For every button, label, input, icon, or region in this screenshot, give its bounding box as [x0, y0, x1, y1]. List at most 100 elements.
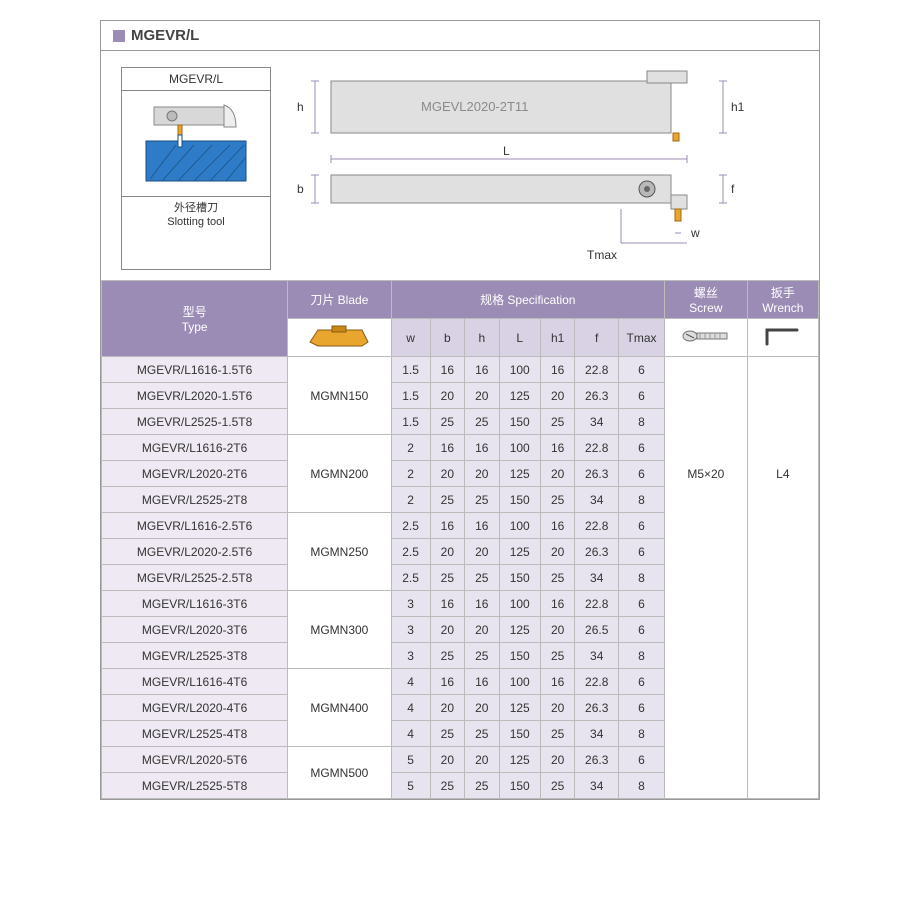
wrench-value: L4: [747, 357, 818, 799]
col-w: w: [391, 319, 430, 357]
spec-cell-h: 16: [465, 513, 499, 539]
svg-text:h1: h1: [731, 100, 745, 114]
spec-cell-L: 150: [499, 409, 540, 435]
spec-cell-Tmax: 6: [619, 669, 665, 695]
spec-cell-h: 25: [465, 409, 499, 435]
spec-cell-w: 5: [391, 747, 430, 773]
spec-sheet: MGEVR/L MGEVR/L: [100, 20, 820, 800]
spec-cell-Tmax: 6: [619, 461, 665, 487]
page-title: MGEVR/L: [131, 27, 199, 44]
spec-cell-f: 22.8: [575, 435, 619, 461]
table-row: MGEVR/L1616-1.5T6MGMN1501.516161001622.8…: [102, 357, 819, 383]
spec-cell-Tmax: 6: [619, 747, 665, 773]
spec-cell-Tmax: 6: [619, 591, 665, 617]
slotting-tool-diagram-box: MGEVR/L: [121, 67, 271, 270]
svg-text:b: b: [297, 182, 304, 196]
title-bullet-icon: [113, 30, 125, 42]
spec-cell-h: 20: [465, 461, 499, 487]
spec-cell-h1: 25: [540, 409, 574, 435]
blade-cell: MGMN150: [288, 357, 391, 435]
type-cell: MGEVR/L2020-2.5T6: [102, 539, 288, 565]
spec-cell-w: 2: [391, 435, 430, 461]
type-cell: MGEVR/L2525-3T8: [102, 643, 288, 669]
spec-cell-h: 25: [465, 773, 499, 799]
spec-cell-w: 4: [391, 695, 430, 721]
spec-cell-h1: 16: [540, 513, 574, 539]
svg-text:L: L: [503, 144, 510, 158]
spec-cell-h1: 16: [540, 357, 574, 383]
spec-cell-L: 100: [499, 669, 540, 695]
spec-cell-b: 16: [430, 591, 464, 617]
spec-cell-f: 22.8: [575, 669, 619, 695]
spec-cell-b: 25: [430, 721, 464, 747]
spec-cell-Tmax: 8: [619, 409, 665, 435]
svg-text:Tmax: Tmax: [587, 248, 617, 262]
spec-cell-b: 20: [430, 383, 464, 409]
spec-cell-Tmax: 6: [619, 617, 665, 643]
type-cell: MGEVR/L2020-3T6: [102, 617, 288, 643]
spec-cell-Tmax: 8: [619, 773, 665, 799]
spec-cell-w: 3: [391, 643, 430, 669]
spec-cell-w: 1.5: [391, 357, 430, 383]
spec-cell-h1: 20: [540, 383, 574, 409]
spec-cell-w: 3: [391, 591, 430, 617]
table-body: MGEVR/L1616-1.5T6MGMN1501.516161001622.8…: [102, 357, 819, 799]
spec-cell-f: 34: [575, 643, 619, 669]
spec-table: 型号 Type 刀片 Blade 规格 Specification 螺丝 Scr…: [101, 280, 819, 799]
spec-cell-b: 20: [430, 747, 464, 773]
spec-cell-h: 16: [465, 435, 499, 461]
type-cell: MGEVR/L1616-2T6: [102, 435, 288, 461]
spec-cell-h1: 25: [540, 565, 574, 591]
spec-cell-w: 2.5: [391, 565, 430, 591]
spec-cell-Tmax: 6: [619, 695, 665, 721]
spec-cell-w: 5: [391, 773, 430, 799]
col-screw: 螺丝 Screw: [664, 281, 747, 319]
type-cell: MGEVR/L2020-2T6: [102, 461, 288, 487]
spec-cell-f: 34: [575, 721, 619, 747]
spec-cell-w: 2.5: [391, 539, 430, 565]
svg-text:f: f: [731, 182, 735, 196]
spec-cell-L: 150: [499, 721, 540, 747]
technical-drawing: MGEVL2020-2T11 h h1 L: [291, 67, 799, 270]
spec-cell-w: 4: [391, 721, 430, 747]
col-spec: 规格 Specification: [391, 281, 664, 319]
type-cell: MGEVR/L2525-2.5T8: [102, 565, 288, 591]
spec-cell-L: 125: [499, 383, 540, 409]
spec-cell-b: 25: [430, 565, 464, 591]
col-L: L: [499, 319, 540, 357]
blade-cell: MGMN300: [288, 591, 391, 669]
spec-cell-L: 150: [499, 487, 540, 513]
type-cell: MGEVR/L1616-2.5T6: [102, 513, 288, 539]
spec-cell-h1: 25: [540, 487, 574, 513]
spec-cell-b: 16: [430, 513, 464, 539]
spec-cell-f: 22.8: [575, 357, 619, 383]
spec-cell-w: 1.5: [391, 409, 430, 435]
spec-cell-h1: 20: [540, 539, 574, 565]
screw-value: M5×20: [664, 357, 747, 799]
spec-cell-h1: 20: [540, 617, 574, 643]
spec-cell-f: 34: [575, 565, 619, 591]
spec-cell-f: 26.3: [575, 383, 619, 409]
spec-cell-h1: 20: [540, 461, 574, 487]
spec-cell-b: 20: [430, 695, 464, 721]
screw-icon: [664, 319, 747, 357]
type-cell: MGEVR/L2020-5T6: [102, 747, 288, 773]
spec-cell-L: 100: [499, 591, 540, 617]
spec-cell-h1: 25: [540, 773, 574, 799]
spec-cell-b: 25: [430, 409, 464, 435]
spec-cell-L: 125: [499, 747, 540, 773]
spec-cell-f: 26.3: [575, 539, 619, 565]
spec-cell-L: 125: [499, 695, 540, 721]
spec-cell-f: 22.8: [575, 591, 619, 617]
col-wrench: 扳手 Wrench: [747, 281, 818, 319]
spec-cell-h1: 20: [540, 695, 574, 721]
type-cell: MGEVR/L2525-1.5T8: [102, 409, 288, 435]
spec-cell-f: 26.5: [575, 617, 619, 643]
type-cell: MGEVR/L1616-1.5T6: [102, 357, 288, 383]
spec-cell-Tmax: 6: [619, 357, 665, 383]
spec-cell-Tmax: 8: [619, 487, 665, 513]
type-cell: MGEVR/L2525-2T8: [102, 487, 288, 513]
spec-cell-Tmax: 6: [619, 513, 665, 539]
spec-cell-b: 25: [430, 487, 464, 513]
spec-cell-L: 125: [499, 461, 540, 487]
